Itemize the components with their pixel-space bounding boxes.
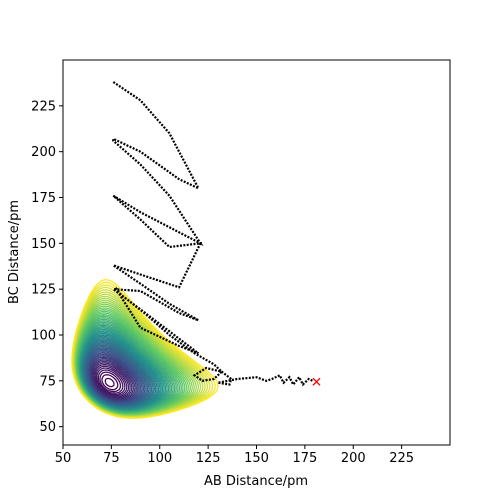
x-tick-label: 100: [147, 451, 172, 466]
x-tick-label: 200: [341, 451, 366, 466]
y-axis-label: BC Distance/pm: [7, 200, 22, 304]
contour-line: [99, 371, 122, 393]
y-tick-label: 75: [39, 374, 56, 389]
contour-line: [96, 367, 126, 396]
x-tick-label: 50: [55, 451, 72, 466]
x-tick-label: 225: [389, 451, 414, 466]
y-tick-label: 225: [31, 99, 56, 114]
y-tick-label: 125: [31, 283, 56, 298]
x-axis-label: AB Distance/pm: [204, 474, 308, 489]
y-tick-label: 50: [39, 420, 56, 435]
contour-line: [97, 369, 124, 394]
potential-energy-contours: [71, 279, 219, 419]
x-axis: 50 75 100 125 150 175 200 225: [55, 445, 414, 466]
trajectory: [109, 81, 314, 387]
contour-line: [104, 377, 115, 388]
contour-line: [101, 374, 119, 391]
x-tick-label: 175: [292, 451, 317, 466]
x-tick-label: 150: [244, 451, 269, 466]
x-tick-label: 125: [196, 451, 221, 466]
contour-line: [93, 363, 130, 398]
y-tick-label: 175: [31, 191, 56, 206]
trajectory-line: [109, 81, 314, 387]
y-axis: 50 75 100 125 150 175 200 225: [31, 99, 63, 435]
x-tick-label: 75: [103, 451, 120, 466]
y-tick-label: 200: [31, 145, 56, 160]
y-tick-label: 150: [31, 237, 56, 252]
contour-line: [71, 279, 219, 419]
end-marker: [312, 377, 321, 386]
end-marker-stroke: [312, 377, 321, 386]
y-tick-label: 100: [31, 329, 56, 344]
contour-line: [95, 365, 128, 397]
